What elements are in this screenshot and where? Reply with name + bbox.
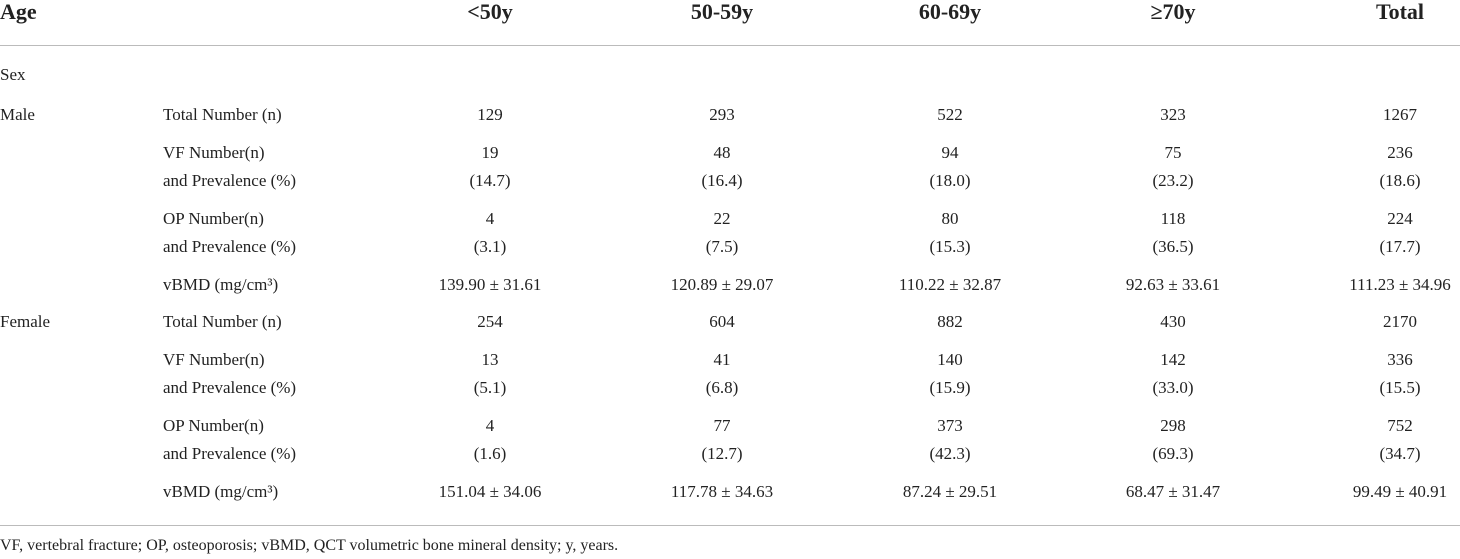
cell: (5.1): [473, 378, 507, 397]
footnote: VF, vertebral fracture; OP, osteoporosis…: [0, 537, 619, 554]
cell: 604: [709, 312, 735, 331]
cell: 142: [1160, 349, 1186, 369]
cell: (36.5): [1152, 237, 1194, 256]
cell: (15.5): [1379, 378, 1421, 397]
row-label: and Prevalence (%): [163, 237, 297, 256]
cell: (15.9): [929, 378, 971, 397]
cell: (23.2): [1152, 171, 1194, 190]
cell: 120.89 ± 29.07: [670, 274, 774, 294]
header-cell: ≥70y: [1150, 0, 1196, 24]
cell: 41: [713, 349, 731, 369]
cell: (17.7): [1379, 237, 1421, 256]
cell: 1267: [1383, 105, 1417, 124]
cell: 68.47 ± 31.47: [1125, 481, 1221, 501]
cell: 94: [941, 142, 959, 162]
cell: 254: [477, 312, 503, 331]
cell: (18.6): [1379, 171, 1421, 190]
cell: (15.3): [929, 237, 971, 256]
cell: 293: [709, 105, 735, 124]
cell: 48: [713, 142, 731, 162]
cell: 752: [1387, 415, 1413, 435]
cell: 4: [485, 415, 495, 435]
cell: 118: [1160, 208, 1186, 228]
cell: 129: [477, 105, 503, 124]
section-label: Sex: [0, 65, 26, 84]
cell: 13: [481, 349, 499, 369]
cell: (33.0): [1152, 378, 1194, 397]
cell: 80: [941, 208, 959, 228]
cell: (69.3): [1152, 444, 1194, 463]
cell: 22: [713, 208, 731, 228]
row-label: OP Number(n): [163, 208, 264, 228]
row-label: VF Number(n): [163, 142, 265, 162]
cell: 87.24 ± 29.51: [902, 481, 998, 501]
cell: 140: [937, 349, 963, 369]
cell: 111.23 ± 34.96: [1349, 274, 1451, 294]
row-label: vBMD (mg/cm³): [163, 481, 279, 501]
group-label: Male: [0, 105, 35, 124]
cell: 75: [1164, 142, 1182, 162]
group-label: Female: [0, 312, 51, 331]
cell: (6.8): [705, 378, 739, 397]
cell: (34.7): [1379, 444, 1421, 463]
cell: 99.49 ± 40.91: [1352, 481, 1448, 501]
cell: 522: [937, 105, 963, 124]
cell: 298: [1160, 415, 1186, 435]
row-label: and Prevalence (%): [163, 444, 297, 463]
cell: 139.90 ± 31.61: [438, 274, 542, 294]
cell: 882: [937, 312, 963, 331]
cell: (7.5): [705, 237, 739, 256]
cell: 430: [1160, 312, 1186, 331]
cell: 77: [713, 415, 731, 435]
cell: 323: [1160, 105, 1186, 124]
cell: (12.7): [701, 444, 743, 463]
cell: (14.7): [469, 171, 511, 190]
cell: (16.4): [701, 171, 743, 190]
row-label: and Prevalence (%): [163, 171, 297, 190]
cell: 19: [481, 142, 499, 162]
header-rule: [0, 45, 1460, 46]
header-cell: Total: [1375, 0, 1425, 24]
row-label: OP Number(n): [163, 415, 264, 435]
cell: 151.04 ± 34.06: [438, 481, 542, 501]
header-cell: 60-69y: [918, 0, 982, 24]
cell: 236: [1387, 142, 1413, 162]
cell: 110.22 ± 32.87: [898, 274, 1002, 294]
cell: (42.3): [929, 444, 971, 463]
cell: (1.6): [473, 444, 507, 463]
cell: 2170: [1383, 312, 1417, 331]
bottom-rule: [0, 525, 1460, 526]
cell: 4: [485, 208, 495, 228]
header-cell: <50y: [467, 0, 513, 24]
cell: (18.0): [929, 171, 971, 190]
cell: 224: [1387, 208, 1413, 228]
row-label: vBMD (mg/cm³): [163, 274, 279, 294]
cell: 336: [1387, 349, 1413, 369]
header-cell: 50-59y: [690, 0, 754, 24]
cell: 373: [937, 415, 963, 435]
row-label: VF Number(n): [163, 349, 265, 369]
cell: 92.63 ± 33.61: [1125, 274, 1221, 294]
cell: 117.78 ± 34.63: [670, 481, 774, 501]
row-label: Total Number (n): [163, 312, 282, 331]
row-label: and Prevalence (%): [163, 378, 297, 397]
row-label: Total Number (n): [163, 105, 282, 124]
cell: (3.1): [473, 237, 507, 256]
header-cell: Age: [0, 0, 37, 24]
